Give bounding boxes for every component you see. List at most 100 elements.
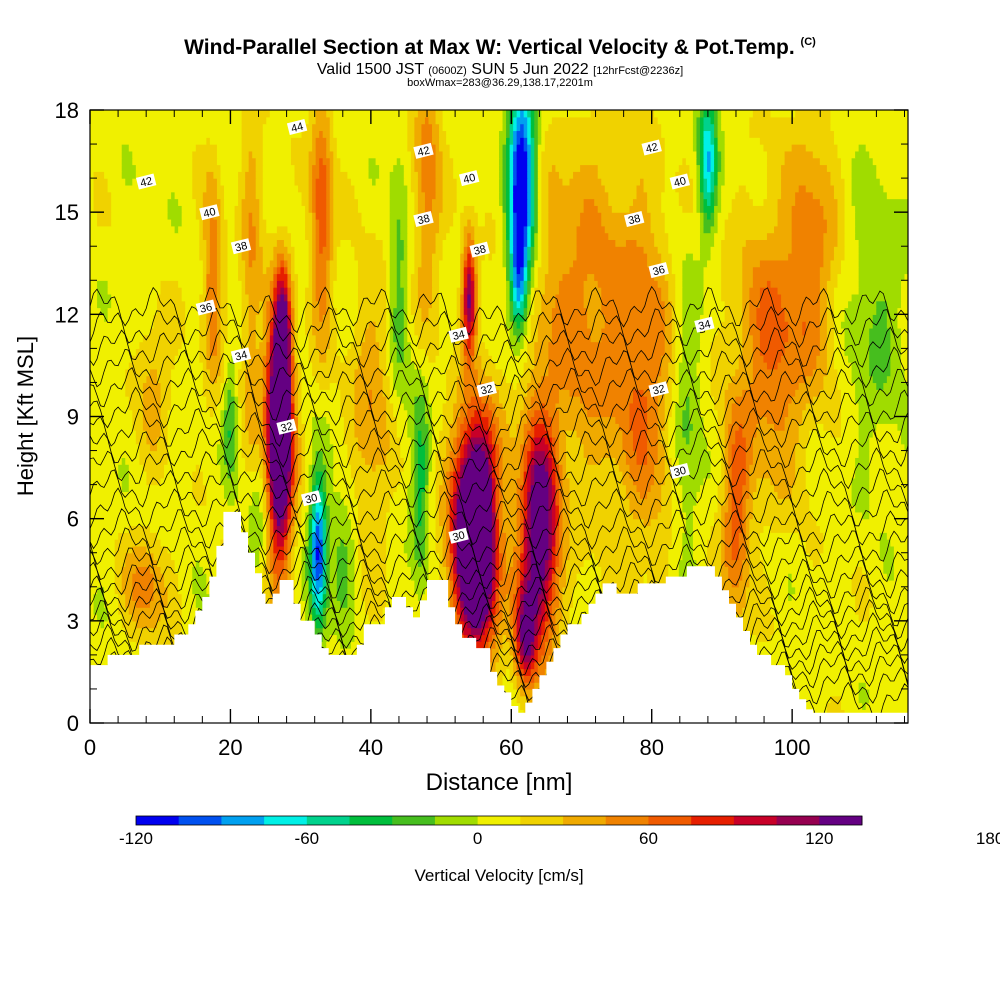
velocity-cell (319, 511, 324, 520)
velocity-cell (442, 402, 454, 411)
velocity-cell (139, 443, 151, 452)
velocity-cell (516, 253, 525, 261)
velocity-cell (389, 307, 394, 315)
velocity-cell (396, 239, 405, 247)
velocity-cell (717, 491, 726, 499)
velocity-cell (841, 259, 860, 268)
velocity-cell (442, 164, 454, 172)
velocity-cell (527, 457, 532, 465)
velocity-cell (530, 573, 546, 581)
velocity-cell (869, 150, 908, 159)
velocity-cell (696, 150, 701, 159)
velocity-cell (520, 586, 525, 595)
velocity-cell (699, 253, 712, 261)
velocity-cell (675, 293, 683, 302)
velocity-cell (869, 348, 891, 356)
velocity-cell (312, 321, 331, 329)
velocity-cell (502, 144, 507, 152)
velocity-cell (696, 198, 701, 206)
velocity-cell (276, 518, 281, 527)
velocity-cell (456, 498, 493, 506)
velocity-cell (178, 586, 193, 595)
velocity-cell (509, 184, 514, 193)
velocity-cell (502, 511, 518, 520)
velocity-cell (386, 539, 405, 547)
velocity-cell (717, 212, 729, 220)
velocity-cell (308, 559, 313, 567)
velocity-cell (273, 498, 289, 506)
velocity-cell (463, 307, 468, 315)
velocity-cell (446, 505, 451, 513)
velocity-cell (266, 505, 271, 513)
velocity-cell (721, 470, 726, 479)
velocity-cell (502, 566, 507, 574)
velocity-cell (844, 212, 856, 220)
velocity-cell (703, 307, 726, 315)
velocity-cell (742, 259, 761, 268)
velocity-cell (216, 178, 222, 186)
velocity-cell (424, 477, 430, 486)
velocity-cell (315, 259, 327, 268)
velocity-cell (206, 348, 211, 356)
velocity-cell (312, 586, 317, 595)
velocity-cell (435, 150, 444, 159)
velocity-cell (565, 443, 585, 452)
velocity-cell (192, 484, 207, 493)
velocity-cell (844, 314, 874, 322)
velocity-cell (456, 198, 500, 206)
velocity-cell (460, 293, 465, 302)
velocity-cell (456, 607, 461, 615)
velocity-cell (333, 300, 359, 309)
velocity-cell (245, 389, 264, 397)
velocity-cell (298, 396, 303, 404)
velocity-cell (315, 470, 324, 479)
velocity-cell (216, 239, 222, 247)
velocity-cell (876, 171, 908, 179)
velocity-cell (752, 511, 814, 520)
velocity-cell (453, 443, 458, 452)
velocity-cell (555, 614, 564, 622)
velocity-cell (555, 586, 560, 595)
velocity-cell (305, 525, 310, 533)
velocity-cell (449, 464, 454, 472)
velocity-cell (262, 212, 306, 220)
velocity-cell (308, 157, 317, 166)
velocity-cell (534, 362, 549, 370)
velocity-cell (90, 246, 200, 254)
velocity-cell (298, 368, 303, 377)
velocity-cell (248, 430, 264, 438)
velocity-cell (509, 287, 514, 295)
velocity-cell (283, 293, 289, 302)
velocity-cell (876, 164, 908, 172)
velocity-cell (248, 355, 264, 363)
velocity-cell (223, 484, 239, 493)
velocity-cell (347, 545, 356, 554)
velocity-cell (432, 443, 440, 452)
velocity-cell (752, 443, 796, 452)
velocity-cell (491, 477, 497, 486)
velocity-cell (410, 566, 430, 574)
velocity-cell (513, 253, 518, 261)
velocity-cell (389, 280, 398, 288)
velocity-cell (432, 464, 437, 472)
velocity-cell (481, 627, 486, 636)
velocity-cell (795, 470, 807, 479)
velocity-cell (357, 511, 387, 520)
velocity-cell (164, 464, 197, 472)
velocity-cell (520, 457, 525, 465)
velocity-cell (125, 600, 137, 608)
velocity-cell (329, 600, 341, 608)
velocity-cell (262, 253, 274, 261)
velocity-cell (678, 389, 701, 397)
velocity-cell (576, 225, 606, 234)
velocity-cell (312, 307, 320, 315)
velocity-cell (562, 532, 571, 540)
velocity-cell (548, 586, 553, 595)
velocity-cell (752, 198, 765, 206)
velocity-cell (329, 212, 334, 220)
velocity-cell (523, 232, 528, 241)
velocity-cell (347, 600, 356, 608)
velocity-cell (439, 273, 461, 281)
velocity-cell (467, 253, 472, 261)
velocity-cell (322, 566, 327, 574)
